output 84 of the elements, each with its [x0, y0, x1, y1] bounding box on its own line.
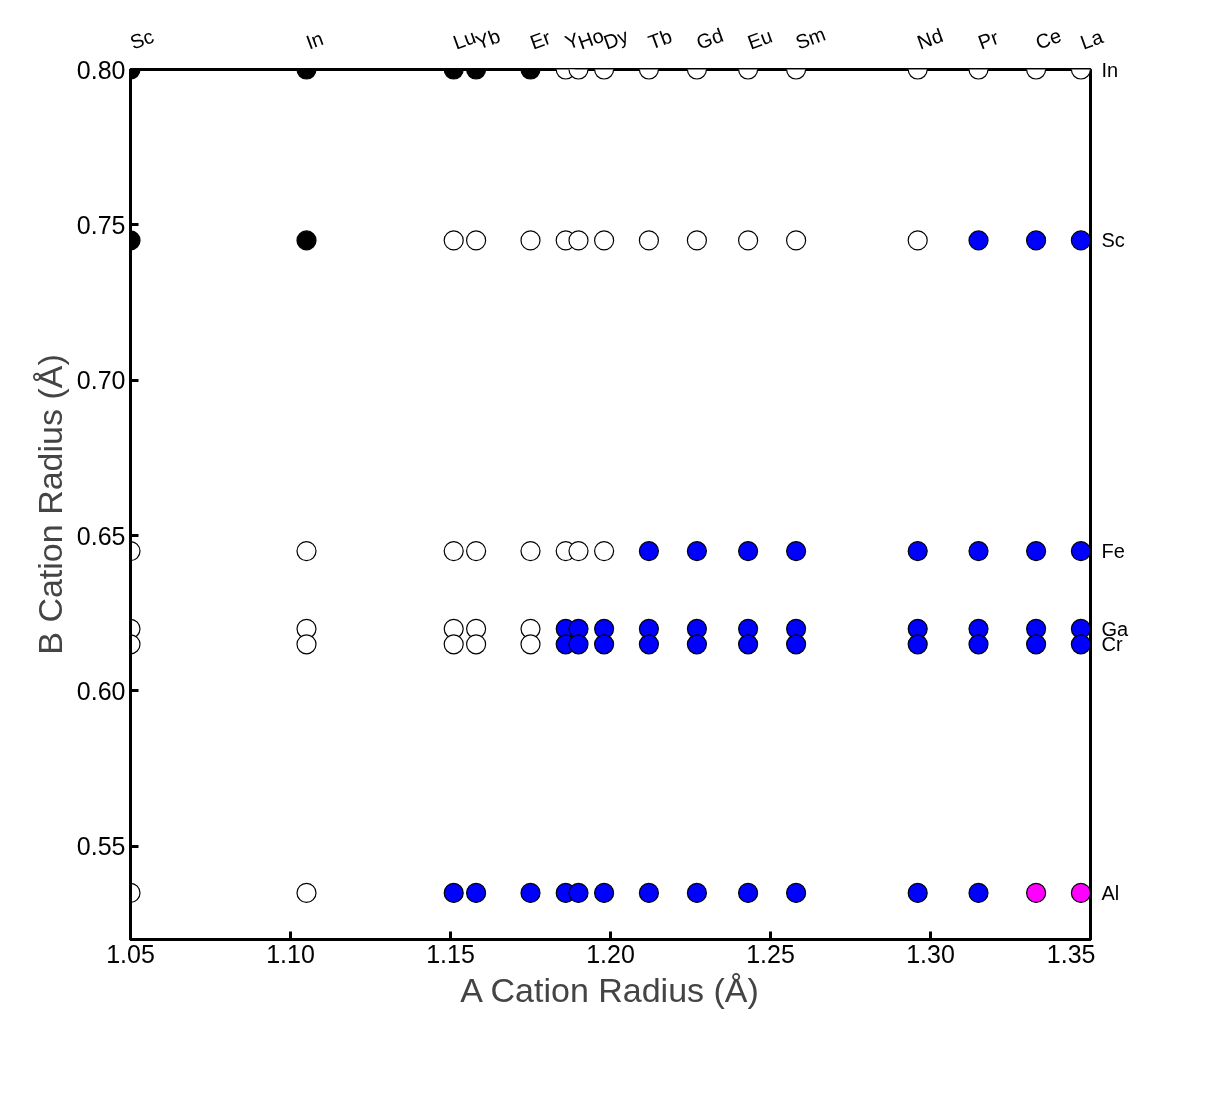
annotation: Eu — [744, 24, 776, 54]
point — [296, 882, 317, 903]
point — [520, 541, 541, 562]
point — [907, 634, 928, 655]
x-tick-label: 1.25 — [746, 939, 795, 968]
point — [638, 541, 659, 562]
point — [686, 541, 707, 562]
point — [568, 882, 589, 903]
annotation: In — [302, 27, 327, 54]
point — [786, 541, 807, 562]
annotation: Pr — [974, 25, 1002, 54]
point — [1070, 541, 1091, 562]
y-tick-label: 0.65 — [76, 521, 126, 550]
point — [786, 230, 807, 251]
point — [466, 230, 487, 251]
point — [738, 230, 759, 251]
point — [1026, 541, 1047, 562]
point — [907, 541, 928, 562]
point — [686, 634, 707, 655]
point — [1070, 634, 1091, 655]
point — [1026, 882, 1047, 903]
point — [1026, 634, 1047, 655]
point — [296, 541, 317, 562]
x-tick-label: 1.30 — [906, 939, 955, 968]
point — [520, 882, 541, 903]
x-tick-label: 1.05 — [106, 939, 155, 968]
point — [443, 634, 464, 655]
annotation: Er — [526, 25, 554, 54]
annotation: La — [1077, 24, 1107, 54]
y-tick-label: 0.55 — [76, 832, 126, 861]
annotation: Nd — [914, 24, 946, 54]
annotation: Ce — [1032, 24, 1065, 54]
x-tick-label: 1.35 — [1046, 939, 1096, 968]
point — [686, 882, 707, 903]
point — [968, 230, 989, 251]
point — [443, 882, 464, 903]
point — [568, 634, 589, 655]
point — [786, 882, 807, 903]
annotation: Al — [1101, 881, 1120, 904]
y-tick-label: 0.70 — [76, 366, 126, 395]
point — [738, 634, 759, 655]
point — [443, 230, 464, 251]
annotation: Sc — [1101, 229, 1125, 252]
point — [968, 882, 989, 903]
point — [638, 634, 659, 655]
point — [1026, 230, 1047, 251]
y-tick-label: 0.60 — [76, 676, 126, 705]
annotation: Tb — [645, 24, 675, 54]
x-tick-label: 1.10 — [266, 939, 315, 968]
y-tick-label: 0.75 — [76, 210, 126, 239]
y-axis-title: B Cation Radius (Å) — [30, 354, 69, 655]
x-tick-label: 1.15 — [426, 939, 475, 968]
point — [568, 230, 589, 251]
point — [443, 541, 464, 562]
point — [296, 634, 317, 655]
point — [594, 882, 615, 903]
annotation: In — [1101, 58, 1119, 81]
point — [520, 634, 541, 655]
point — [907, 230, 928, 251]
point — [968, 541, 989, 562]
point — [907, 882, 928, 903]
point — [1070, 230, 1091, 251]
point — [638, 230, 659, 251]
point — [568, 541, 589, 562]
point — [638, 882, 659, 903]
point — [594, 541, 615, 562]
point — [466, 541, 487, 562]
annotation: Gd — [693, 23, 726, 54]
point — [594, 634, 615, 655]
point — [786, 634, 807, 655]
annotation: Fe — [1101, 540, 1125, 563]
point — [520, 230, 541, 251]
x-axis-title: A Cation Radius (Å) — [460, 970, 759, 1009]
annotation: Sm — [792, 22, 829, 54]
y-tick-label: 0.80 — [76, 55, 126, 84]
point — [738, 541, 759, 562]
point — [738, 882, 759, 903]
point — [594, 230, 615, 251]
point — [466, 634, 487, 655]
point — [1070, 882, 1091, 903]
point — [686, 230, 707, 251]
x-tick-label: 1.20 — [586, 939, 635, 968]
point — [466, 882, 487, 903]
point — [968, 634, 989, 655]
